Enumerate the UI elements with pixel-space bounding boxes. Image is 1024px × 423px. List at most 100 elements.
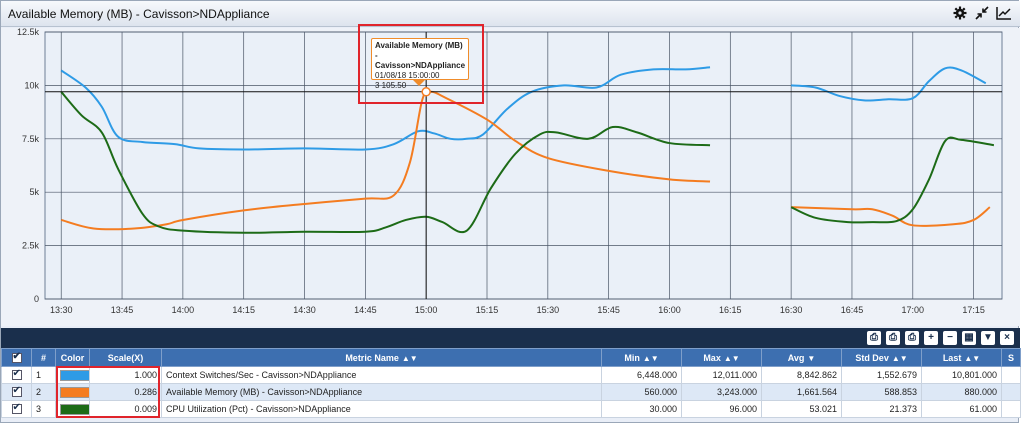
panel-titlebar: Available Memory (MB) - Cavisson>NDAppli… [1,1,1020,27]
row-checkbox[interactable] [1,383,32,401]
grid-toolbar: ⎙ ⎙ ⎙ + − ▦ ▼ × [1,328,1020,348]
col-header-max-label: Max [703,352,721,363]
table-row[interactable]: 1 1.000 Context Switches/Sec - Cavisson>… [1,366,1021,384]
row-num: 1 [31,366,56,384]
col-header-last[interactable]: Last ▲▼ [921,348,1002,367]
y-tick-label: 5k [29,187,39,197]
y-tick-label: 12.5k [17,28,40,37]
add-icon[interactable]: + [924,331,938,345]
plot-area [44,31,1003,300]
row-scale[interactable]: 1.000 [89,366,162,384]
chart-tooltip: Available Memory (MB) - Cavisson>NDAppli… [371,38,469,90]
row-min: 30.000 [601,400,682,418]
row-extra [1001,400,1021,418]
row-max: 3,243.000 [681,383,762,401]
row-checkbox[interactable] [1,400,32,418]
row-metric-name: Context Switches/Sec - Cavisson>NDApplia… [161,366,602,384]
sort-desc-icon: ▼ [807,353,816,363]
hover-point [421,87,431,97]
gear-icon[interactable] [952,5,968,21]
col-header-stddev[interactable]: Std Dev ▲▼ [841,348,922,367]
col-header-metric-label: Metric Name [345,352,399,363]
columns-icon[interactable]: ▦ [962,331,976,345]
table-row[interactable]: 2 0.286 Available Memory (MB) - Cavisson… [1,383,1021,401]
trend-icon[interactable] [996,5,1012,21]
filter-icon[interactable]: ▼ [981,331,995,345]
x-tick-label: 17:00 [902,305,925,315]
row-metric-name: CPU Utilization (Pct) - Cavisson>NDAppli… [161,400,602,418]
line-chart[interactable]: 0 2.5k 5k 7.5k 10k 12.5k 13:30 13:45 14:00 14:15 1… [1,27,1020,326]
row-last: 880.000 [921,383,1002,401]
table-row[interactable]: 3 0.009 CPU Utilization (Pct) - Cavisson… [1,400,1021,418]
row-color[interactable] [55,400,90,418]
row-color[interactable] [55,366,90,384]
x-tick-label: 13:30 [50,305,73,315]
tooltip-value: 3 105.50 [375,81,407,90]
sort-icon: ▲▼ [401,353,418,363]
tooltip-arrow [413,80,425,86]
row-checkbox[interactable] [1,366,32,384]
row-num: 2 [31,383,56,401]
row-scale[interactable]: 0.009 [89,400,162,418]
color-swatch[interactable] [60,369,89,381]
y-tick-label: 2.5k [22,241,40,251]
chart-svg: 0 2.5k 5k 7.5k 10k 12.5k 13:30 13:45 14:00 14:15 1… [17,27,1003,315]
x-tick-label: 16:45 [841,305,864,315]
series-line-1 [60,66,711,151]
col-header-color: Color [55,348,90,367]
remove-icon[interactable]: − [943,331,957,345]
export-excel-icon[interactable]: ⎙ [905,331,919,345]
y-tick-label: 10k [24,80,39,90]
export-pdf-icon[interactable]: ⎙ [867,331,881,345]
x-tick-label: 15:00 [415,305,438,315]
collapse-icon[interactable] [974,5,990,21]
row-min: 560.000 [601,383,682,401]
x-tick-label: 15:45 [597,305,620,315]
export-doc-icon[interactable]: ⎙ [886,331,900,345]
series-line-2 [791,206,991,227]
row-max: 12,011.000 [681,366,762,384]
row-metric-name: Available Memory (MB) - Cavisson>NDAppli… [161,383,602,401]
x-tick-label: 16:15 [719,305,742,315]
y-tick-label: 0 [34,294,39,304]
row-max: 96.000 [681,400,762,418]
row-stddev: 1,552.679 [841,366,922,384]
tooltip-timestamp: 01/08/18 15:00:00 [375,71,440,80]
col-header-metric[interactable]: Metric Name ▲▼ [161,348,602,367]
col-header-scale[interactable]: Scale(X) [89,348,162,367]
color-swatch[interactable] [60,386,89,398]
sort-icon: ▲▼ [723,353,740,363]
x-tick-label: 17:15 [962,305,985,315]
row-min: 6,448.000 [601,366,682,384]
sort-icon: ▲▼ [642,353,659,363]
col-header-avg[interactable]: Avg ▼ [761,348,842,367]
tooltip-title: Available Memory (MB) - Cavisson>NDAppli… [375,41,466,70]
row-avg: 8,842.862 [761,366,842,384]
x-tick-label: 16:30 [780,305,803,315]
select-all-checkbox[interactable] [1,348,32,367]
x-tick-label: 14:00 [172,305,195,315]
titlebar-icons [952,5,1012,21]
x-tick-label: 14:15 [232,305,255,315]
y-tick-label: 7.5k [22,134,40,144]
close-icon[interactable]: × [1000,331,1014,345]
tooltip-highlight-box [358,24,484,104]
col-header-max[interactable]: Max ▲▼ [681,348,762,367]
table-header-row: # Color Scale(X) Metric Name▲▼ Min▲▼ Max… [1,348,1021,367]
x-tick-label: 14:30 [293,305,316,315]
row-stddev: 588.853 [841,383,922,401]
metrics-table: # Color Scale(X) Metric Name▲▼ Min▲▼ Max… [1,348,1021,418]
series-line-3 [60,91,711,234]
row-scale[interactable]: 0.286 [89,383,162,401]
col-header-avg-label: Avg [787,352,805,363]
x-tick-label: 16:00 [658,305,681,315]
col-header-stddev-label: Std Dev [855,352,889,363]
row-stddev: 21.373 [841,400,922,418]
col-header-extra: S [1001,348,1021,367]
row-avg: 1,661.564 [761,383,842,401]
col-header-min[interactable]: Min ▲▼ [601,348,682,367]
col-header-min-label: Min [624,352,640,363]
row-last: 61.000 [921,400,1002,418]
color-swatch[interactable] [60,403,89,415]
